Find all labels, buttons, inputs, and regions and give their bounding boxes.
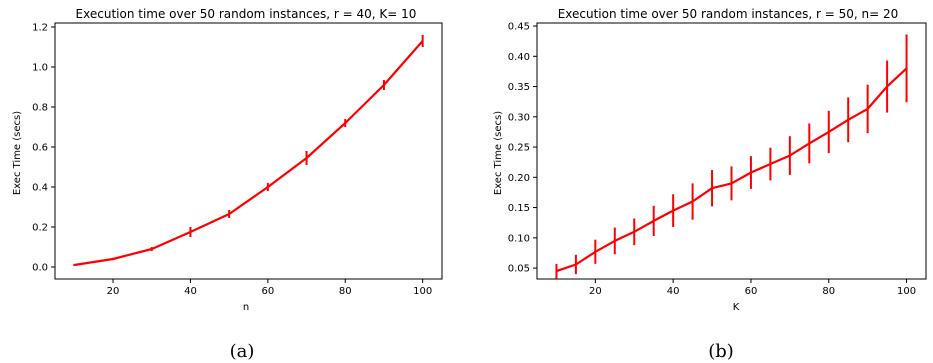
chart-a-ytick-label: 1.2 bbox=[32, 23, 48, 34]
chart-a-caption: (a) bbox=[230, 341, 255, 362]
chart-b-ytick-label: 0.10 bbox=[508, 233, 530, 244]
chart-b-xtick-label: 40 bbox=[667, 286, 680, 297]
chart-b-title: Execution time over 50 random instances,… bbox=[558, 7, 899, 21]
chart-a-ytick-label: 0.8 bbox=[32, 103, 48, 114]
chart-a-title: Execution time over 50 random instances,… bbox=[76, 7, 417, 21]
chart-a-ytick-label: 0.2 bbox=[32, 223, 48, 234]
chart-a-xtick-label: 20 bbox=[107, 286, 120, 297]
chart-a-ytick-label: 1.0 bbox=[32, 63, 48, 74]
chart-a-frame bbox=[54, 22, 443, 280]
chart-b-ytick-label: 0.05 bbox=[508, 264, 530, 275]
chart-b-ytick-label: 0.20 bbox=[508, 173, 530, 184]
chart-b-ytick-label: 0.35 bbox=[508, 82, 530, 93]
chart-a-ylabel: Exec Time (secs) bbox=[12, 111, 23, 195]
chart-a-xtick-label: 40 bbox=[184, 286, 197, 297]
chart-b-ytick-label: 0.45 bbox=[508, 22, 530, 33]
chart-b-caption: (b) bbox=[708, 341, 734, 362]
chart-b-xtick-label: 60 bbox=[745, 286, 758, 297]
chart-a-xtick-label: 100 bbox=[413, 286, 432, 297]
chart-b-xtick-label: 80 bbox=[822, 286, 835, 297]
chart-a-xtick-label: 60 bbox=[261, 286, 274, 297]
chart-a-xlabel: n bbox=[243, 302, 249, 313]
chart-a-ytick-label: 0.0 bbox=[32, 263, 48, 274]
chart-a-ytick-label: 0.6 bbox=[32, 143, 48, 154]
chart-panel-a: Execution time over 50 random instances,… bbox=[12, 7, 443, 362]
chart-b-ytick-label: 0.25 bbox=[508, 143, 530, 154]
chart-a-xtick-label: 80 bbox=[339, 286, 352, 297]
chart-panel-b: Execution time over 50 random instances,… bbox=[493, 7, 927, 362]
chart-b-xtick-label: 20 bbox=[589, 286, 602, 297]
chart-b-ylabel: Exec Time (secs) bbox=[493, 111, 504, 195]
chart-b-frame bbox=[536, 22, 927, 280]
chart-a-series-line bbox=[74, 40, 424, 267]
chart-b-ytick-label: 0.15 bbox=[508, 203, 530, 214]
chart-b-xtick-label: 100 bbox=[897, 286, 916, 297]
chart-b-ytick-label: 0.30 bbox=[508, 112, 530, 123]
chart-b-ytick-label: 0.40 bbox=[508, 52, 530, 63]
chart-b-xlabel: K bbox=[733, 302, 740, 313]
chart-a-ytick-label: 0.4 bbox=[32, 183, 48, 194]
